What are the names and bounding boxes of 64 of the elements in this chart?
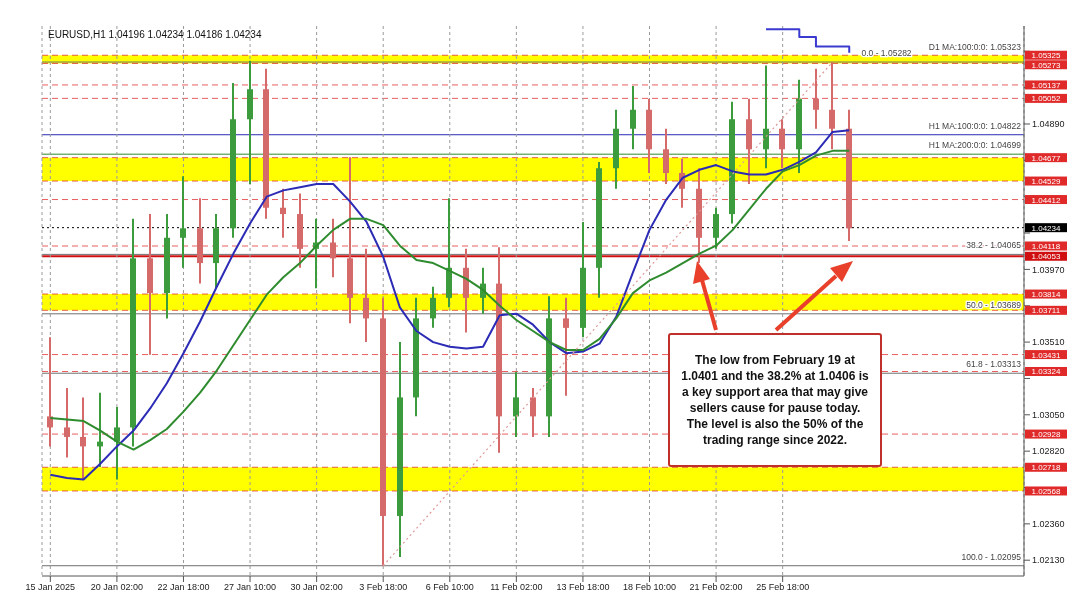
ref-line-label: 1.02568 [1031, 486, 1062, 496]
annotation: 50.0 - 1.03689 [966, 299, 1022, 310]
ref-line-label: 1.03431 [1031, 350, 1062, 360]
annotation: H1 MA:100:0:0: 1.04822 [928, 120, 1022, 131]
chart-title: EURUSD,H1 1.04196 1.04234 1.04186 1.04234 [48, 29, 262, 40]
x-tick-label: 13 Feb 18:00 [556, 582, 610, 593]
x-tick-label: 15 Jan 2025 [25, 582, 76, 593]
x-tick-label: 11 Feb 02:00 [490, 582, 543, 593]
annotation: 100.0 - 1.02095 [961, 551, 1022, 562]
ref-line-label: 1.05137 [1031, 80, 1062, 90]
candlestick [829, 61, 835, 151]
candlestick [563, 296, 569, 397]
candlestick [80, 396, 86, 481]
y-tick-label: 1.03050 [1032, 409, 1065, 420]
ref-line-label: 1.02718 [1031, 463, 1062, 473]
ref-line-label: 1.02928 [1031, 430, 1062, 440]
callout-box: The low from February 19 at 1.0401 and the 38.2% at 1.0406 is a key support area that may give sellers cause for pause today. The level is also the 50% of the trading range since 2022. [668, 333, 882, 467]
ref-line-label: 1.04412 [1031, 195, 1062, 205]
candlestick [47, 336, 53, 448]
candlestick [779, 118, 785, 170]
y-tick-label: 1.02130 [1032, 555, 1065, 566]
y-tick-label: 1.02820 [1032, 446, 1065, 457]
ref-line-label: 1.03711 [1031, 306, 1061, 316]
ref-line-label: 1.03814 [1031, 290, 1062, 300]
y-tick-label: 1.02360 [1032, 519, 1065, 530]
candlestick [330, 217, 336, 279]
ref-line-label: 1.05052 [1031, 94, 1062, 104]
candlestick [813, 67, 819, 130]
candlestick [513, 371, 519, 438]
ref-line-label: 1.05325 [1031, 51, 1062, 61]
ref-line-label: 1.04118 [1031, 242, 1061, 251]
ref-line-label: 1.04053 [1031, 252, 1062, 262]
x-tick-label: 22 Jan 18:00 [157, 582, 210, 593]
ref-line-label: 1.03324 [1031, 367, 1062, 377]
x-tick-label: 21 Feb 02:00 [689, 582, 743, 593]
candlestick [363, 247, 369, 344]
candlestick [663, 127, 669, 186]
y-tick-label: 1.04890 [1032, 119, 1065, 130]
ref-line-label: 1.04529 [1031, 177, 1062, 187]
candlestick [280, 187, 286, 239]
y-tick-label: 1.03510 [1032, 337, 1065, 348]
x-tick-label: 25 Feb 18:00 [756, 582, 810, 593]
x-tick-label: 20 Jan 02:00 [90, 582, 143, 593]
candlestick [180, 175, 186, 269]
candlestick [763, 64, 769, 170]
candlestick [530, 386, 536, 438]
annotation: D1 MA:100:0:0: 1.05323 [928, 41, 1022, 52]
x-tick-label: 30 Jan 02:00 [290, 582, 343, 593]
x-tick-label: 27 Jan 10:00 [224, 582, 277, 593]
x-tick-label: 6 Feb 10:00 [425, 582, 474, 593]
candlestick [114, 405, 120, 481]
ref-line-label: 1.05273 [1031, 60, 1062, 70]
candlestick [430, 285, 436, 329]
annotation: H1 MA:200:0:0: 1.04699 [928, 140, 1022, 151]
annotation: 38.2 - 1.04065 [966, 240, 1022, 251]
candlestick [713, 206, 719, 250]
y-tick-label: 1.03970 [1032, 264, 1065, 275]
candlestick [630, 85, 636, 151]
ref-line-label: 1.04234 [1031, 223, 1062, 233]
x-tick-label: 18 Feb 10:00 [622, 582, 677, 593]
annotation: 61.8 - 1.03313 [966, 359, 1022, 370]
candlestick [64, 386, 70, 459]
x-tick-label: 3 Feb 18:00 [359, 582, 408, 593]
ref-line-label: 1.04677 [1031, 153, 1062, 163]
